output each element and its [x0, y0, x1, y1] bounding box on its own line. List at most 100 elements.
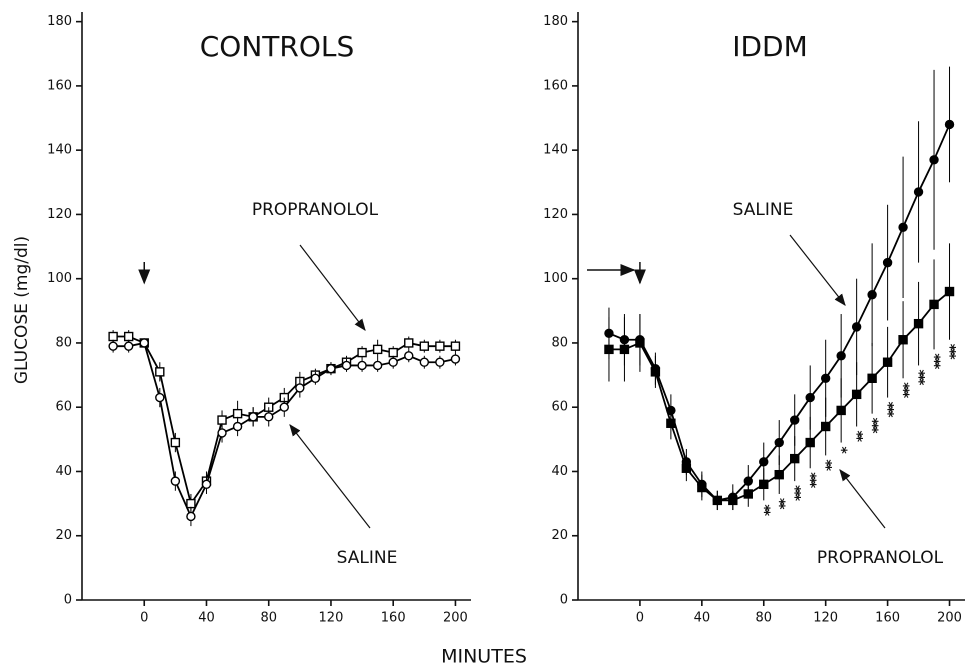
marker [388, 347, 398, 358]
marker [155, 367, 165, 377]
marker [357, 347, 367, 358]
marker [836, 405, 846, 416]
marker [232, 421, 243, 432]
marker [186, 498, 196, 509]
x-tick-label: 120 [813, 611, 838, 626]
marker [712, 495, 723, 506]
significance: *** [880, 402, 896, 419]
marker [372, 344, 383, 355]
x-tick-label: 0 [140, 611, 148, 626]
marker [898, 335, 908, 345]
y-tick-label: 120 [543, 207, 568, 222]
y-tick-label: 120 [47, 207, 72, 222]
marker [836, 351, 846, 361]
marker [217, 415, 227, 425]
y-tick-label: 20 [551, 528, 568, 543]
x-axis-label: MINUTES [441, 646, 527, 668]
marker [435, 357, 445, 367]
marker [759, 457, 769, 467]
y-tick-label: 60 [551, 400, 568, 415]
marker [357, 360, 367, 371]
x-tick-label: 0 [636, 611, 644, 626]
marker [186, 511, 196, 522]
y-tick-label: 0 [560, 593, 568, 608]
significance: *** [864, 418, 880, 435]
marker [404, 351, 414, 361]
label-arrow [299, 244, 366, 331]
x-tick-label: 200 [937, 611, 962, 626]
marker [929, 299, 939, 310]
marker [341, 360, 352, 371]
label-arrow [289, 424, 371, 529]
marker [790, 415, 800, 425]
marker [728, 495, 738, 506]
marker [264, 412, 274, 422]
y-tick-label: 100 [47, 271, 72, 286]
marker [108, 331, 118, 342]
x-tick-label: 160 [875, 611, 900, 626]
marker [867, 290, 877, 300]
significance: *** [942, 344, 958, 361]
marker [170, 437, 181, 448]
marker [155, 392, 165, 403]
marker [867, 373, 877, 383]
y-tick-label: 80 [55, 335, 72, 350]
significance: ** [771, 498, 787, 510]
y-tick-label: 140 [47, 143, 72, 158]
marker [419, 341, 430, 351]
y-tick-label: 20 [55, 528, 72, 543]
marker [929, 155, 939, 165]
marker [681, 463, 692, 473]
y-tick-label: 40 [55, 464, 72, 479]
marker [820, 421, 831, 432]
marker [759, 479, 769, 490]
marker [170, 476, 181, 486]
marker [944, 286, 955, 297]
x-tick-label: 200 [443, 611, 468, 626]
marker [404, 338, 414, 348]
y-tick-label: 80 [551, 335, 568, 350]
marker [913, 318, 924, 329]
significance: * [833, 447, 849, 455]
marker [217, 428, 227, 438]
marker [604, 344, 614, 355]
x-tick-label: 160 [381, 611, 406, 626]
marker [882, 357, 893, 367]
marker [372, 360, 383, 371]
series-label: SALINE [337, 548, 398, 568]
y-tick-label: 160 [543, 78, 568, 93]
marker [310, 373, 321, 383]
marker [123, 331, 134, 342]
panel-title: CONTROLS [200, 30, 355, 63]
y-tick-label: 160 [47, 78, 72, 93]
marker [650, 367, 661, 377]
y-tick-label: 180 [543, 14, 568, 29]
x-tick-label: 80 [260, 611, 277, 626]
significance: *** [787, 485, 803, 502]
marker [898, 222, 908, 232]
marker [450, 354, 461, 364]
significance: ** [818, 459, 834, 471]
x-tick-label: 40 [694, 611, 711, 626]
y-tick-label: 40 [551, 464, 568, 479]
marker [248, 412, 258, 422]
marker [295, 383, 305, 393]
marker [790, 453, 800, 464]
significance: *** [802, 472, 818, 489]
label-arrow [839, 469, 886, 529]
marker [774, 469, 784, 480]
marker [388, 357, 398, 367]
marker [635, 338, 645, 348]
marker [697, 482, 707, 493]
marker [743, 489, 753, 499]
marker [666, 418, 676, 428]
marker [232, 408, 243, 419]
marker [123, 341, 134, 351]
panel-title: IDDM [732, 30, 808, 63]
series-label: PROPRANOLOL [817, 548, 944, 568]
y-tick-label: 60 [55, 400, 72, 415]
marker [435, 341, 445, 351]
marker [805, 437, 815, 448]
marker [774, 437, 784, 448]
